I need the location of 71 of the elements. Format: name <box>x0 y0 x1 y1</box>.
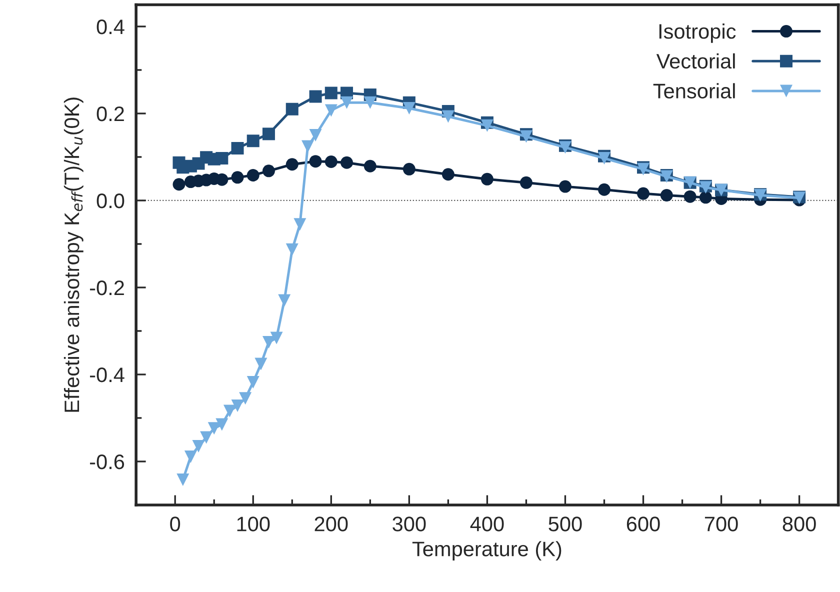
point <box>699 191 712 204</box>
x-tick-label: 100 <box>237 516 270 532</box>
point <box>442 168 454 181</box>
point <box>246 169 260 182</box>
point <box>246 134 260 148</box>
point <box>598 152 610 165</box>
point <box>402 162 416 176</box>
point <box>309 90 322 103</box>
point <box>231 171 244 184</box>
point <box>286 158 298 171</box>
point <box>340 156 353 169</box>
point <box>192 440 205 453</box>
point <box>262 164 275 178</box>
point <box>558 180 572 193</box>
point <box>239 392 252 405</box>
point <box>660 189 673 202</box>
x-tick-label: 500 <box>548 516 582 532</box>
point <box>172 178 186 191</box>
point <box>684 190 696 203</box>
point <box>364 96 376 109</box>
point <box>216 418 228 431</box>
x-tick-label: 400 <box>470 516 504 532</box>
point <box>231 400 244 412</box>
point <box>294 218 306 231</box>
legend-label: Tensorial <box>653 83 735 98</box>
point <box>442 110 454 123</box>
x-tick-label: 600 <box>626 516 660 532</box>
point <box>309 128 322 142</box>
x-tick-label: 800 <box>782 516 816 532</box>
point <box>286 102 298 116</box>
y-tick-label: -0.6 <box>90 454 124 470</box>
x-tick-label: 300 <box>392 516 426 532</box>
point <box>208 422 220 435</box>
point <box>200 431 213 444</box>
point <box>402 102 416 115</box>
x-axis-title: Temperature (K) <box>412 541 562 560</box>
point <box>262 336 275 349</box>
x-tick-label: 0 <box>170 516 180 532</box>
point <box>309 155 322 168</box>
point <box>480 119 494 132</box>
point <box>270 332 283 344</box>
point <box>520 176 532 189</box>
point <box>364 160 376 172</box>
point <box>246 376 260 389</box>
point <box>176 473 190 486</box>
point <box>286 243 298 256</box>
point <box>324 156 338 168</box>
y-tick-label: 0.0 <box>96 193 124 208</box>
x-tick-label: 700 <box>704 516 738 532</box>
point <box>637 187 650 200</box>
point <box>278 294 291 307</box>
legend-label: Isotropic <box>659 23 736 43</box>
point <box>231 142 244 155</box>
point <box>324 86 338 100</box>
point <box>598 183 610 196</box>
point <box>254 358 268 370</box>
y-tick-label: 0.4 <box>96 19 124 34</box>
y-axis-title: Effective anisotropy K$_{eff}$(T)/K$_{u}$(0K) <box>64 98 84 412</box>
point <box>216 152 228 165</box>
y-tick-label: -0.2 <box>90 280 124 296</box>
legend-label: Vectorial <box>656 53 735 69</box>
point <box>301 140 314 153</box>
point <box>184 450 197 463</box>
point <box>324 104 338 117</box>
y-tick-label: 0.2 <box>96 106 124 122</box>
point <box>480 172 494 186</box>
y-tick-label: -0.4 <box>90 367 124 382</box>
x-tick-label: 200 <box>314 516 348 532</box>
point <box>340 96 353 109</box>
point <box>223 404 236 418</box>
point <box>262 128 275 140</box>
